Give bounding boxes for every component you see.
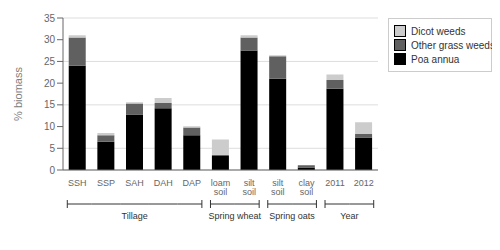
- svg-text:claysoil: claysoil: [298, 178, 315, 197]
- svg-text:15: 15: [44, 99, 56, 110]
- html-text:Dicot weeds: Dicot weeds: [411, 25, 466, 37]
- svg-text:0: 0: [49, 165, 55, 176]
- svg-text:SAH: SAH: [125, 178, 144, 188]
- svg-text:10: 10: [44, 121, 56, 132]
- svg-text:SSP: SSP: [97, 178, 115, 188]
- svg-text:Tillage: Tillage: [121, 211, 147, 221]
- svg-text:25: 25: [44, 56, 56, 67]
- svg-text:SSH: SSH: [68, 178, 87, 188]
- svg-text:DAH: DAH: [154, 178, 173, 188]
- svg-text:Year: Year: [340, 211, 358, 221]
- html-text:Other grass weeds: Other grass weeds: [411, 39, 495, 51]
- svg-text:Spring wheat: Spring wheat: [209, 211, 262, 221]
- svg-text:2012: 2012: [354, 178, 374, 188]
- svg-text:siltsoil: siltsoil: [271, 178, 285, 197]
- svg-text:35: 35: [44, 13, 56, 24]
- svg-text:siltsoil: siltsoil: [242, 178, 256, 197]
- svg-text:Spring oats: Spring oats: [269, 211, 315, 221]
- svg-text:30: 30: [44, 34, 56, 45]
- svg-text:2011: 2011: [325, 178, 344, 188]
- svg-text:DAP: DAP: [183, 178, 202, 188]
- html-text:Poa annua: Poa annua: [411, 53, 460, 65]
- svg-text:5: 5: [49, 143, 55, 154]
- svg-text:loamsoil: loamsoil: [211, 178, 231, 197]
- svg-text:% biomass: % biomass: [12, 67, 24, 121]
- svg-text:20: 20: [44, 78, 56, 89]
